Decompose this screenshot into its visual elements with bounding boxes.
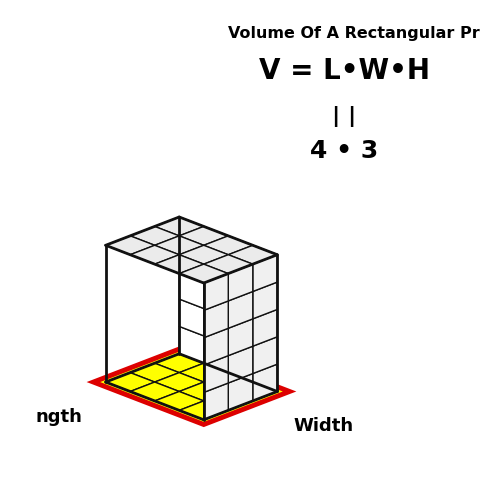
Polygon shape — [154, 392, 204, 410]
Polygon shape — [130, 226, 179, 246]
Polygon shape — [179, 264, 228, 283]
Polygon shape — [204, 254, 253, 274]
Polygon shape — [253, 328, 278, 364]
Polygon shape — [228, 318, 253, 354]
Polygon shape — [204, 336, 229, 372]
Polygon shape — [228, 236, 253, 273]
Polygon shape — [204, 301, 229, 338]
Text: Volume Of A Rectangular Pr: Volume Of A Rectangular Pr — [228, 26, 479, 41]
Polygon shape — [130, 246, 179, 264]
Polygon shape — [228, 382, 278, 401]
Polygon shape — [106, 236, 154, 255]
Polygon shape — [179, 226, 228, 246]
Polygon shape — [179, 272, 204, 308]
Text: Width: Width — [294, 418, 354, 436]
Polygon shape — [253, 300, 278, 337]
Polygon shape — [228, 263, 253, 300]
Polygon shape — [204, 392, 253, 410]
Polygon shape — [94, 349, 290, 424]
Polygon shape — [204, 236, 253, 255]
Polygon shape — [253, 254, 278, 292]
Polygon shape — [154, 372, 204, 392]
Text: | |: | | — [332, 106, 356, 127]
Text: 4 • 3: 4 • 3 — [310, 139, 378, 163]
Polygon shape — [154, 217, 204, 236]
Polygon shape — [179, 246, 228, 264]
Text: V = L•W•H: V = L•W•H — [259, 56, 430, 84]
Polygon shape — [204, 372, 253, 392]
Polygon shape — [179, 217, 204, 254]
Polygon shape — [204, 226, 229, 263]
Polygon shape — [204, 308, 229, 346]
Polygon shape — [179, 401, 228, 420]
Text: ngth: ngth — [35, 408, 82, 426]
Polygon shape — [179, 299, 204, 336]
Polygon shape — [179, 363, 228, 382]
Polygon shape — [179, 244, 204, 281]
Polygon shape — [154, 254, 204, 274]
Polygon shape — [154, 236, 204, 255]
Polygon shape — [253, 364, 278, 401]
Polygon shape — [179, 326, 204, 363]
Polygon shape — [204, 281, 229, 318]
Polygon shape — [130, 382, 179, 401]
Polygon shape — [253, 272, 278, 310]
Polygon shape — [228, 319, 253, 356]
Polygon shape — [130, 363, 179, 382]
Polygon shape — [228, 290, 253, 328]
Polygon shape — [228, 374, 253, 410]
Polygon shape — [253, 246, 278, 282]
Polygon shape — [228, 246, 278, 264]
Polygon shape — [179, 382, 228, 401]
Polygon shape — [253, 310, 278, 346]
Polygon shape — [228, 346, 253, 383]
Polygon shape — [253, 354, 278, 392]
Polygon shape — [204, 356, 229, 393]
Polygon shape — [204, 383, 229, 420]
Polygon shape — [204, 328, 229, 365]
Polygon shape — [228, 292, 253, 329]
Polygon shape — [106, 372, 154, 392]
Polygon shape — [204, 274, 229, 310]
Polygon shape — [204, 254, 229, 290]
Polygon shape — [253, 337, 278, 374]
Polygon shape — [228, 346, 253, 382]
Polygon shape — [253, 282, 278, 319]
Polygon shape — [154, 354, 204, 372]
Polygon shape — [228, 264, 253, 301]
